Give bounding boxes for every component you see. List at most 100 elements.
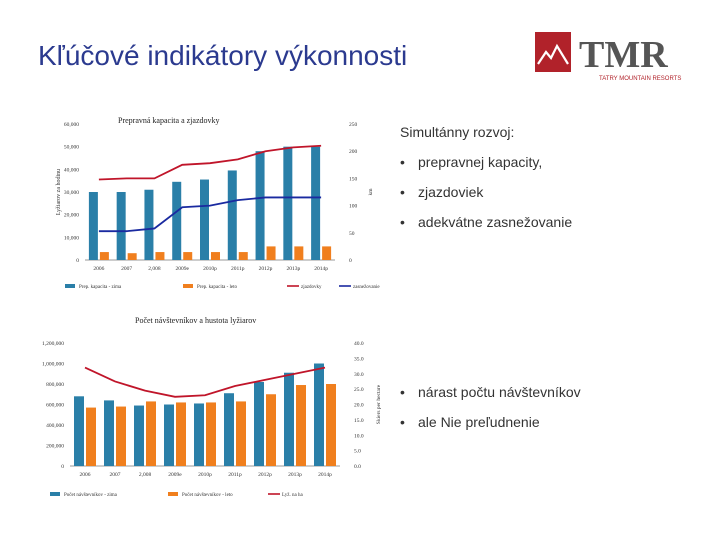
y-tick-label: 30,000 bbox=[64, 190, 79, 196]
bar bbox=[86, 407, 96, 466]
x-tick-label: 2012p bbox=[259, 266, 273, 272]
legend-label: Počet návštevníkov - zima bbox=[64, 493, 118, 498]
bullet-item: ale Nie preľudnenie bbox=[400, 414, 581, 430]
bar bbox=[88, 192, 98, 260]
y-tick-label: 0 bbox=[61, 464, 64, 470]
chart-title: Počet návštevníkov a hustota lyžiarov bbox=[135, 316, 256, 325]
y2-tick-label: 0 bbox=[349, 258, 352, 264]
bullets-header: Simultánny rozvoj: bbox=[400, 124, 515, 140]
bar bbox=[116, 406, 126, 466]
legend-swatch bbox=[65, 284, 75, 288]
series-line bbox=[98, 144, 322, 181]
y2-tick-label: 0.0 bbox=[354, 464, 361, 470]
x-tick-label: 2011p bbox=[228, 472, 242, 478]
bar bbox=[236, 401, 246, 466]
bar bbox=[284, 372, 294, 466]
series-line bbox=[98, 196, 322, 233]
legend-swatch bbox=[168, 492, 178, 496]
y2-tick-label: 150 bbox=[349, 176, 358, 182]
bullets-top: Simultánny rozvoj: prepravnej kapacity, … bbox=[400, 124, 572, 244]
legend-label: zjazdovky bbox=[301, 285, 322, 290]
bar bbox=[116, 192, 126, 260]
y-tick-label: 60,000 bbox=[64, 122, 79, 128]
y2-tick-label: 250 bbox=[349, 122, 358, 128]
y-tick-label: 600,000 bbox=[46, 403, 64, 409]
y2-tick-label: 15.0 bbox=[354, 418, 364, 424]
y2-tick-label: 50 bbox=[349, 231, 355, 237]
x-tick-label: 2010p bbox=[198, 472, 212, 478]
y-tick-label: 0 bbox=[76, 258, 79, 264]
bullet-item: nárast počtu návštevníkov bbox=[400, 384, 581, 400]
logo-subtext: TATRY MOUNTAIN RESORTS bbox=[599, 76, 681, 82]
legend-swatch bbox=[183, 284, 193, 288]
x-tick-label: 2011p bbox=[231, 266, 245, 272]
x-tick-label: 2006 bbox=[93, 266, 104, 272]
y-tick-label: 10,000 bbox=[64, 235, 79, 241]
bar bbox=[206, 402, 216, 466]
bar bbox=[294, 246, 304, 260]
y-tick-label: 50,000 bbox=[64, 145, 79, 151]
company-logo: TMR TATRY MOUNTAIN RESORTS bbox=[535, 32, 681, 82]
bar bbox=[172, 181, 182, 260]
bar bbox=[127, 253, 137, 260]
y2-tick-label: 100 bbox=[349, 204, 358, 210]
y2-axis-label: km bbox=[368, 188, 374, 196]
bar bbox=[200, 179, 209, 260]
y2-tick-label: 200 bbox=[349, 149, 358, 155]
y2-tick-label: 20.0 bbox=[354, 403, 364, 409]
legend-label: Počet návštevníkov - leto bbox=[182, 493, 233, 498]
x-tick-label: 2014p bbox=[314, 266, 328, 272]
y-tick-label: 1,000,000 bbox=[42, 362, 64, 368]
bullet-item: prepravnej kapacity, bbox=[400, 154, 572, 170]
bar bbox=[311, 146, 321, 260]
x-tick-label: 2009e bbox=[168, 472, 182, 478]
bar bbox=[314, 363, 324, 466]
bullet-item: adekvátne zasnežovanie bbox=[400, 214, 572, 230]
series-line bbox=[84, 366, 326, 398]
y-tick-label: 400,000 bbox=[46, 423, 64, 429]
x-tick-label: 2009e bbox=[175, 266, 189, 272]
x-tick-label: 2013p bbox=[288, 472, 302, 478]
bullet-item: zjazdoviek bbox=[400, 184, 572, 200]
bar bbox=[146, 401, 156, 466]
legend-label: Prep. kapacita - leto bbox=[197, 285, 237, 290]
y-tick-label: 200,000 bbox=[46, 444, 64, 450]
legend-label: zasnežovanie bbox=[353, 285, 380, 290]
bar bbox=[266, 246, 276, 260]
chart-title: Prepravná kapacita a zjazdovky bbox=[118, 116, 220, 125]
bar bbox=[144, 189, 154, 260]
chart-visitors: Počet návštevníkov a hustota lyžiarov 0 20… bbox=[42, 316, 382, 498]
bar bbox=[326, 384, 336, 466]
y-tick-label: 1,200,000 bbox=[42, 341, 64, 347]
y2-tick-label: 10.0 bbox=[354, 433, 364, 439]
y2-tick-label: 5.0 bbox=[354, 449, 361, 455]
bar bbox=[224, 393, 234, 466]
x-tick-label: 2012p bbox=[258, 472, 272, 478]
y-tick-label: 20,000 bbox=[64, 213, 79, 219]
bar bbox=[266, 394, 276, 466]
bar bbox=[194, 403, 204, 466]
legend-label: Lyž. na ha bbox=[282, 493, 303, 498]
chart-capacity: Prepravná kapacita a zjazdovky 0 10,000 20,… bbox=[56, 116, 380, 290]
x-tick-label: 2007 bbox=[110, 472, 121, 478]
x-tick-label: 2007 bbox=[121, 266, 132, 272]
bar bbox=[134, 405, 144, 466]
bar bbox=[211, 252, 220, 260]
bar bbox=[104, 400, 114, 466]
bar bbox=[164, 404, 174, 466]
y-tick-label: 40,000 bbox=[64, 167, 79, 173]
x-tick-label: 2,008 bbox=[148, 266, 161, 272]
y2-tick-label: 25.0 bbox=[354, 387, 364, 393]
x-tick-label: 2,008 bbox=[139, 472, 152, 478]
logo-text: TMR bbox=[579, 34, 668, 76]
x-tick-label: 2014p bbox=[318, 472, 332, 478]
bullets-bottom: nárast počtu návštevníkov ale Nie preľud… bbox=[400, 384, 581, 444]
x-tick-label: 2006 bbox=[80, 472, 91, 478]
y2-tick-label: 35.0 bbox=[354, 356, 364, 362]
y2-tick-label: 30.0 bbox=[354, 372, 364, 378]
slide-title: Kľúčové indikátory výkonnosti bbox=[38, 40, 408, 71]
bar bbox=[155, 252, 165, 260]
legend-label: Prep. kapacita - zima bbox=[79, 285, 122, 290]
x-tick-label: 2010p bbox=[203, 266, 217, 272]
bar bbox=[227, 170, 237, 260]
